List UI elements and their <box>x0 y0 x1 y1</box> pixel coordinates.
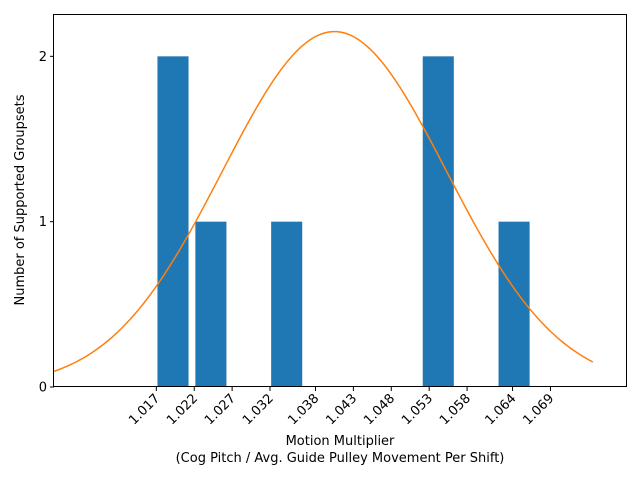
x-tick-label: 1.017 <box>126 391 163 428</box>
y-tick-label: 0 <box>39 381 47 396</box>
x-tick-label: 1.038 <box>285 391 322 428</box>
x-tick-label: 1.069 <box>520 391 557 428</box>
y-axis-label: Number of Supported Groupsets <box>13 94 28 305</box>
x-tick-label: 1.058 <box>437 391 474 428</box>
x-axis-label: Motion Multiplier <box>286 434 395 449</box>
bars-group <box>157 56 530 387</box>
y-axis-ticks: 0 1 2 <box>39 50 54 396</box>
y-tick-label: 1 <box>39 215 47 230</box>
x-tick-label: 1.032 <box>240 391 277 428</box>
x-tick-label: 1.043 <box>323 391 360 428</box>
x-tick-label: 1.027 <box>202 391 239 428</box>
x-tick-label: 1.048 <box>361 391 398 428</box>
x-axis-ticks: 1.017 1.022 1.027 1.032 1.038 1.043 1.048 1.053… <box>126 387 557 428</box>
x-tick-label: 1.022 <box>164 391 201 428</box>
plot-frame <box>53 14 627 387</box>
y-tick-label: 2 <box>39 50 47 65</box>
distribution-curve <box>53 30 594 373</box>
x-tick-label: 1.053 <box>399 391 436 428</box>
bar-5 <box>498 221 530 387</box>
x-tick-label: 1.064 <box>482 391 519 428</box>
x-axis-label-subtitle: (Cog Pitch / Avg. Guide Pulley Movement … <box>176 451 505 466</box>
bar-3 <box>271 221 303 387</box>
bar-1 <box>157 56 189 387</box>
bar-4 <box>422 56 454 387</box>
bar-2 <box>195 221 227 387</box>
